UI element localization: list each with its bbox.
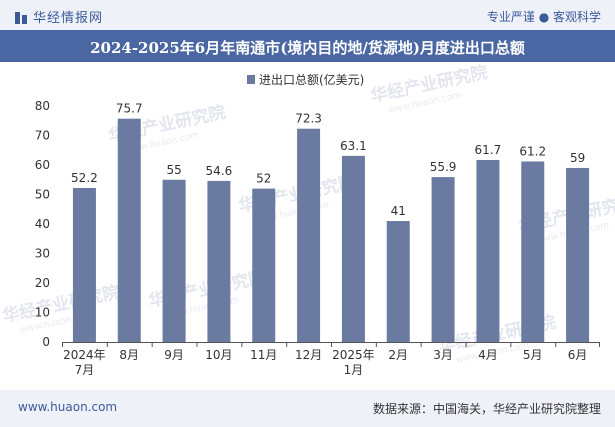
x-tick-label: 2024年 7月 <box>63 348 106 377</box>
y-tick-label: 50 <box>35 188 50 202</box>
value-labels: 52.2 75.7 55 54.6 52 72.3 63.1 41 55.9 61.7 61.2 59 <box>71 102 585 218</box>
value-label: 61.7 <box>475 143 502 157</box>
x-tick-label-line: 11月 <box>250 348 277 362</box>
brand-name: 华经情报网 <box>33 11 104 26</box>
value-label: 63.1 <box>340 139 367 153</box>
value-label: 55 <box>166 163 181 177</box>
bar <box>386 221 410 342</box>
y-tick-label: 60 <box>35 158 50 172</box>
x-axis: 2024年 7月 8月 9月 10月 11月 12月 2025年 1月 2月 3月 4月 5月 6月 <box>62 342 600 377</box>
x-tick-label-line: 6月 <box>568 348 588 362</box>
y-tick-label: 40 <box>35 217 50 231</box>
bar <box>252 188 276 342</box>
bar <box>341 155 365 342</box>
value-label: 75.7 <box>116 102 143 116</box>
bar <box>476 159 500 342</box>
x-tick-label-line: 12月 <box>295 348 322 362</box>
y-tick-label: 20 <box>35 276 50 290</box>
value-label: 59 <box>570 151 585 165</box>
bar-chart: 华经产业研究院www.huaon.com华经产业研究院www.huaon.com… <box>1 62 615 377</box>
x-tick-label-line: 2月 <box>388 348 408 362</box>
x-tick-label-line: 5月 <box>523 348 543 362</box>
value-label: 55.9 <box>430 160 457 174</box>
data-source: 数据来源：中国海关，华经产业研究院整理 <box>372 402 601 416</box>
x-tick-label: 12月 <box>295 348 322 362</box>
value-label: 61.2 <box>519 144 546 158</box>
y-tick-label: 30 <box>35 247 50 261</box>
x-tick-label: 10月 <box>205 348 232 362</box>
bar <box>521 161 545 342</box>
x-tick-label-line: 7月 <box>75 363 95 377</box>
bar <box>431 177 455 342</box>
legend: 进出口总额(亿美元) <box>247 72 364 87</box>
y-axis: 0 10 20 30 40 50 60 70 80 <box>35 99 50 349</box>
value-label: 54.6 <box>206 164 233 178</box>
value-label: 52 <box>256 172 271 186</box>
y-tick-label: 70 <box>35 129 50 143</box>
x-tick-label: 2025年 1月 <box>332 348 375 377</box>
brand[interactable]: 华经情报网 <box>14 7 103 29</box>
bar <box>566 167 590 342</box>
legend-label: 进出口总额(亿美元) <box>259 72 364 87</box>
bar-series <box>72 118 590 342</box>
x-tick-label: 6月 <box>568 348 588 362</box>
x-tick-label: 2月 <box>388 348 408 362</box>
x-tick-label: 5月 <box>523 348 543 362</box>
chart-title: 2024-2025年6月年南通市(境内目的地/货源地)月度进出口总额 <box>90 39 525 57</box>
x-tick-label-line: 2024年 <box>63 348 106 362</box>
y-tick-label: 0 <box>42 335 50 349</box>
y-tick-label: 10 <box>35 306 50 320</box>
y-tick-label: 80 <box>35 99 50 113</box>
bar <box>162 179 186 342</box>
legend-swatch <box>247 75 255 84</box>
x-tick-label: 11月 <box>250 348 277 362</box>
x-tick-label-line: 8月 <box>119 348 139 362</box>
bar <box>207 180 231 342</box>
x-tick-label: 4月 <box>478 348 498 362</box>
x-tick-label-line: 3月 <box>433 348 453 362</box>
tagline: 专业严谨 ● 客观科学 <box>486 10 601 24</box>
value-label: 52.2 <box>71 171 98 185</box>
x-tick-label-line: 1月 <box>344 363 364 377</box>
x-tick-label: 9月 <box>164 348 184 362</box>
x-tick-label: 3月 <box>433 348 453 362</box>
value-label: 72.3 <box>295 112 322 126</box>
bar <box>297 128 321 342</box>
x-tick-label-line: 2025年 <box>332 348 375 362</box>
bar <box>72 188 96 342</box>
x-tick-label-line: 10月 <box>205 348 232 362</box>
x-tick-label-line: 4月 <box>478 348 498 362</box>
top-bar: 华经情报网 专业严谨 ● 客观科学 <box>0 0 615 30</box>
site-link[interactable]: www.huaon.com <box>18 400 118 414</box>
title-bar: 2024-2025年6月年南通市(境内目的地/货源地)月度进出口总额 <box>0 30 615 62</box>
bar <box>117 118 141 342</box>
x-tick-label: 8月 <box>119 348 139 362</box>
footer: www.huaon.com 数据来源：中国海关，华经产业研究院整理 <box>0 390 615 427</box>
value-label: 41 <box>391 204 406 218</box>
x-tick-label-line: 9月 <box>164 348 184 362</box>
brand-logo-icon <box>14 11 28 29</box>
